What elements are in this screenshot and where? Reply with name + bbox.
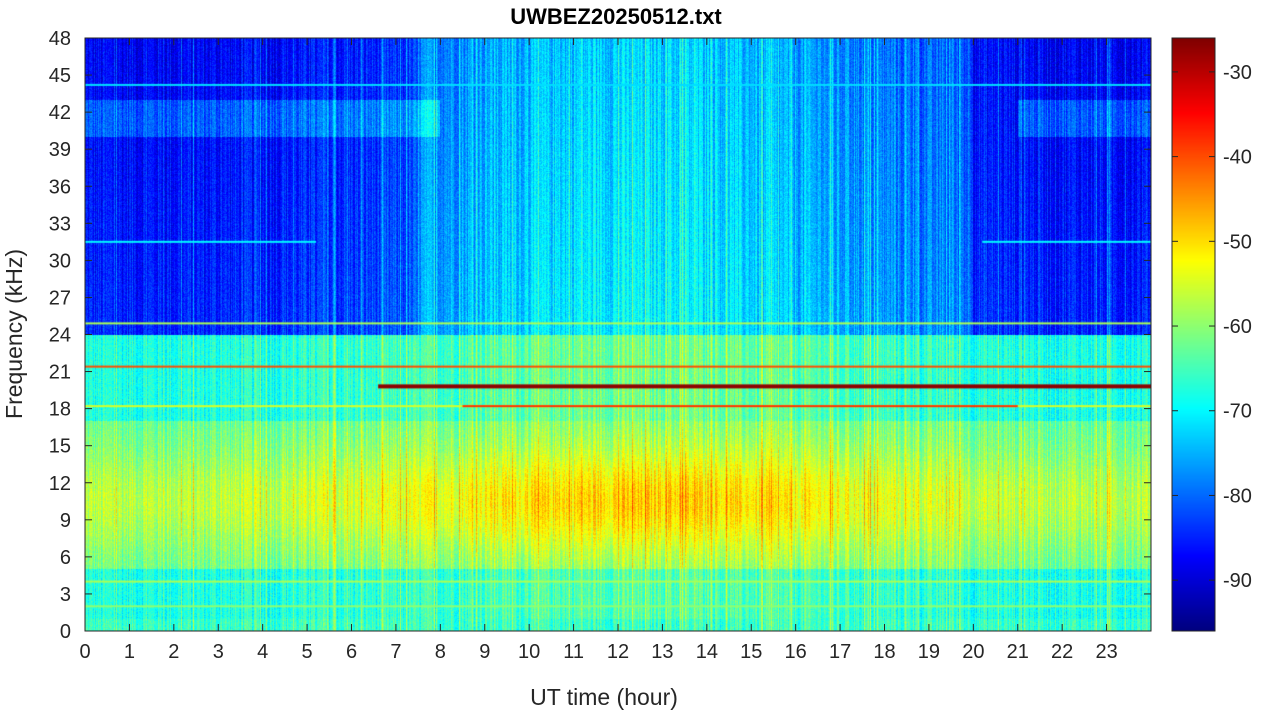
y-axis-label: Frequency (kHz)	[1, 249, 27, 419]
colorbar: -30 -40 -50 -60 -70 -80 -90	[1171, 37, 1252, 632]
y-tick-label: 39	[49, 139, 71, 161]
y-tick-label: 3	[60, 584, 71, 606]
colorbar-frame	[1171, 37, 1216, 632]
x-tick-label: 7	[390, 641, 401, 663]
x-tick-label: 19	[918, 641, 940, 663]
x-tick-label: 17	[829, 641, 851, 663]
colorbar-tick-label: -70	[1223, 401, 1252, 423]
spectrogram-heatmap	[85, 38, 1151, 631]
colorbar-tick-label: -30	[1223, 62, 1252, 84]
x-tick-label: 0	[79, 641, 90, 663]
colorbar-gradient	[1172, 38, 1215, 631]
y-tick-label: 42	[49, 102, 71, 124]
y-tick-label: 27	[49, 287, 71, 309]
x-tick-label: 3	[213, 641, 224, 663]
x-tick-label: 18	[873, 641, 895, 663]
y-tick-label: 21	[49, 362, 71, 384]
x-tick-label: 9	[479, 641, 490, 663]
x-tick-label: 1	[124, 641, 135, 663]
x-tick-label: 14	[696, 641, 718, 663]
y-tick-label: 12	[49, 473, 71, 495]
y-tick-label: 48	[49, 28, 71, 50]
x-axis: 0 1 2 3 4 5 6 7 8 9 10 11 12 13 14 15 16 17 18 19 20 21 22 23	[79, 38, 1118, 663]
x-tick-label: 13	[651, 641, 673, 663]
x-tick-label: 23	[1095, 641, 1117, 663]
y-tick-label: 6	[60, 547, 71, 569]
y-tick-label: 15	[49, 436, 71, 458]
colorbar-tick-label: -90	[1223, 570, 1252, 592]
y-tick-label: 33	[49, 213, 71, 235]
y-tick-label: 0	[60, 621, 71, 643]
x-tick-label: 6	[346, 641, 357, 663]
x-tick-label: 16	[785, 641, 807, 663]
colorbar-tick-label: -40	[1223, 147, 1252, 169]
y-tick-label: 9	[60, 510, 71, 532]
x-tick-label: 11	[563, 641, 584, 663]
x-tick-label: 22	[1051, 641, 1073, 663]
x-tick-label: 10	[518, 641, 540, 663]
y-tick-label: 30	[49, 250, 71, 272]
chart-title: UWBEZ20250512.txt	[510, 4, 722, 29]
y-tick-label: 36	[49, 176, 71, 198]
y-tick-label: 24	[49, 325, 71, 347]
y-tick-label: 18	[49, 399, 71, 421]
colorbar-tick-label: -80	[1223, 485, 1252, 507]
x-tick-label: 15	[740, 641, 762, 663]
x-tick-label: 4	[257, 641, 268, 663]
colorbar-ticks: -30 -40 -50 -60 -70 -80 -90	[1172, 62, 1252, 592]
x-tick-label: 20	[962, 641, 984, 663]
x-tick-label: 8	[435, 641, 446, 663]
x-tick-label: 2	[168, 641, 179, 663]
x-tick-label: 5	[302, 641, 313, 663]
x-tick-label: 12	[607, 641, 629, 663]
x-axis-label: UT time (hour)	[530, 684, 678, 710]
colorbar-tick-label: -50	[1223, 231, 1252, 253]
heatmap-area	[85, 38, 1151, 631]
y-tick-label: 45	[49, 65, 71, 87]
colorbar-tick-label: -60	[1223, 316, 1252, 338]
x-tick-label: 21	[1007, 641, 1029, 663]
